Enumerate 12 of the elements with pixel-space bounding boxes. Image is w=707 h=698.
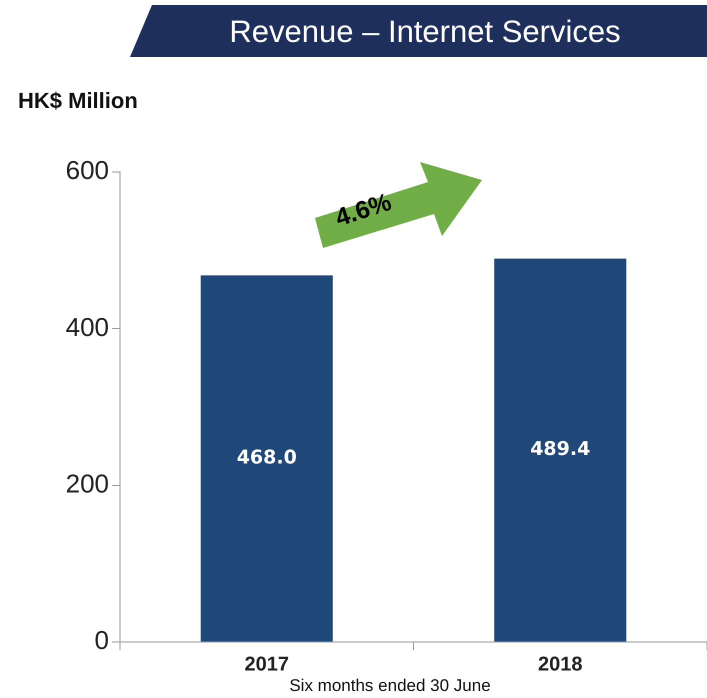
y-axis-title: HK$ Million <box>18 88 138 114</box>
annotation: 4.6% <box>332 188 396 234</box>
chart-title: Revenue – Internet Services <box>228 14 622 50</box>
y-tick-label: 400 <box>66 312 109 342</box>
y-tick-label: 200 <box>66 468 109 499</box>
data-label: 489.4 <box>530 438 590 460</box>
y-tick-label: 600 <box>66 155 109 186</box>
x-tick-label: 2018 <box>538 654 582 676</box>
x-tick-label: 2017 <box>244 654 289 676</box>
x-axis-title: Six months ended 30 June <box>288 676 492 696</box>
y-tick-label: 0 <box>94 625 109 656</box>
data-label: 468.0 <box>236 446 297 468</box>
